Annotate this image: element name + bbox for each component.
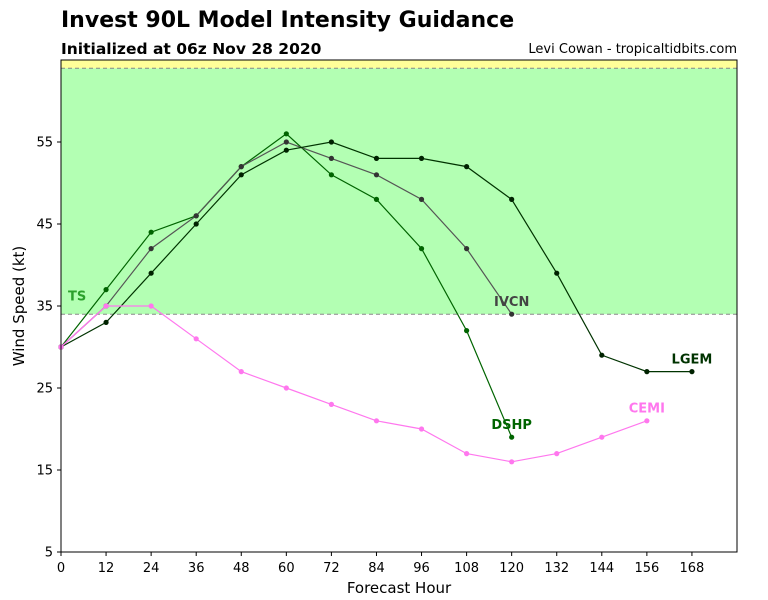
data-point bbox=[283, 147, 289, 153]
y-tick-label: 35 bbox=[36, 300, 53, 315]
x-tick-label: 0 bbox=[57, 561, 65, 576]
series-label-cemi: CEMI bbox=[629, 402, 665, 417]
data-point bbox=[193, 221, 199, 227]
data-point bbox=[238, 369, 244, 375]
x-tick-label: 36 bbox=[188, 561, 205, 576]
chart-credit: Levi Cowan - tropicaltidbits.com bbox=[528, 42, 737, 57]
data-point bbox=[103, 287, 109, 293]
data-point bbox=[103, 319, 109, 325]
x-tick-label: 96 bbox=[413, 561, 430, 576]
y-tick-label: 5 bbox=[45, 546, 53, 561]
data-point bbox=[193, 336, 199, 342]
data-point bbox=[148, 229, 154, 235]
data-point bbox=[418, 196, 425, 202]
series-lgem bbox=[58, 139, 695, 375]
x-tick-label: 24 bbox=[143, 561, 160, 576]
series-label-ivcn: IVCN bbox=[494, 295, 529, 310]
x-tick-label: 144 bbox=[589, 561, 614, 576]
data-point bbox=[148, 246, 154, 252]
y-axis-label: Wind Speed (kt) bbox=[10, 246, 28, 367]
series-ivcn bbox=[58, 139, 515, 350]
series-label-dshp: DSHP bbox=[491, 418, 532, 433]
series-labels: DSHP IVCN LGEM CEMI bbox=[491, 295, 712, 433]
x-tick-label: 168 bbox=[680, 561, 705, 576]
data-point bbox=[328, 155, 334, 161]
data-point bbox=[464, 246, 470, 252]
data-point bbox=[418, 426, 425, 432]
x-tick-label: 84 bbox=[368, 561, 385, 576]
data-point bbox=[328, 401, 334, 407]
data-point bbox=[554, 451, 560, 457]
data-point bbox=[283, 139, 289, 145]
data-point bbox=[238, 164, 244, 170]
data-point bbox=[509, 434, 515, 440]
y-tick-label: 15 bbox=[36, 464, 53, 479]
data-point bbox=[103, 303, 109, 309]
data-point bbox=[373, 418, 380, 424]
intensity-band bbox=[61, 68, 737, 315]
series-cemi bbox=[58, 303, 650, 465]
x-tick-label: 60 bbox=[278, 561, 295, 576]
data-point bbox=[509, 459, 515, 465]
data-point bbox=[644, 418, 650, 424]
data-point bbox=[599, 352, 605, 358]
data-point bbox=[238, 172, 244, 178]
x-tick-label: 12 bbox=[98, 561, 115, 576]
data-point bbox=[689, 369, 695, 375]
data-point bbox=[509, 311, 515, 317]
data-point bbox=[328, 139, 334, 145]
x-tick-label: 72 bbox=[323, 561, 340, 576]
data-point bbox=[373, 155, 380, 161]
data-point bbox=[644, 369, 650, 375]
x-tick-label: 48 bbox=[233, 561, 250, 576]
intensity-band bbox=[61, 60, 737, 69]
x-tick-label: 120 bbox=[499, 561, 524, 576]
data-point bbox=[464, 328, 470, 334]
data-point bbox=[554, 270, 560, 276]
data-point bbox=[373, 172, 380, 178]
band-label-ts: TS bbox=[68, 289, 86, 304]
y-axis: 5 15 25 35 45 55 bbox=[36, 136, 61, 561]
data-point bbox=[464, 451, 470, 457]
data-point bbox=[193, 213, 199, 219]
x-tick-label: 156 bbox=[634, 561, 659, 576]
data-point bbox=[148, 270, 154, 276]
data-point bbox=[373, 196, 380, 202]
data-point bbox=[418, 246, 425, 252]
series-label-lgem: LGEM bbox=[672, 352, 713, 367]
y-tick-label: 25 bbox=[36, 382, 53, 397]
y-tick-label: 55 bbox=[36, 136, 53, 151]
y-tick-label: 45 bbox=[36, 218, 53, 233]
data-point bbox=[283, 385, 289, 391]
model-series bbox=[58, 131, 695, 465]
data-point bbox=[418, 155, 425, 161]
series-line bbox=[60, 305, 648, 463]
chart-subtitle: Initialized at 06z Nov 28 2020 bbox=[61, 40, 322, 58]
x-axis: 0 12 24 36 48 60 72 84 96 108 120 132 144 156 168 bbox=[57, 552, 704, 576]
x-tick-label: 132 bbox=[544, 561, 569, 576]
intensity-bands: TS bbox=[61, 60, 737, 315]
data-point bbox=[283, 131, 289, 137]
data-point bbox=[509, 196, 515, 202]
data-point bbox=[599, 434, 605, 440]
x-axis-label: Forecast Hour bbox=[347, 579, 452, 597]
x-tick-label: 108 bbox=[454, 561, 479, 576]
chart-title: Invest 90L Model Intensity Guidance bbox=[61, 8, 515, 33]
data-point bbox=[464, 164, 470, 170]
data-point bbox=[148, 303, 154, 309]
data-point bbox=[328, 172, 334, 178]
